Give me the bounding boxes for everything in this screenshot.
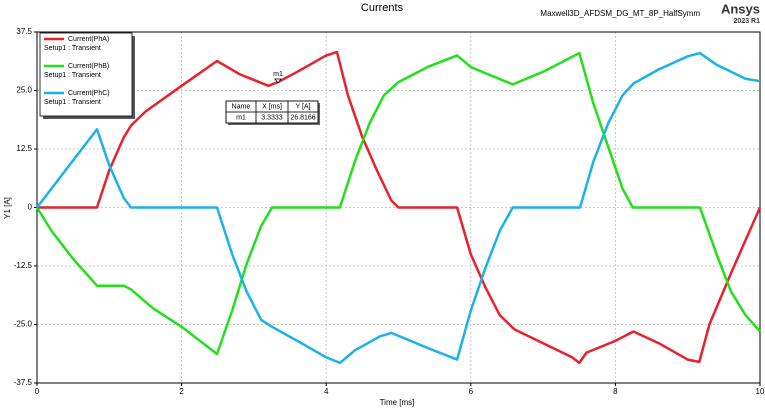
x-tick-label: 2	[179, 387, 184, 396]
table-header: Name	[232, 103, 251, 110]
brand: Ansys	[721, 1, 760, 16]
legend-subtitle: Setup1 : Transient	[44, 45, 101, 52]
y-tick-label: 25.0	[16, 86, 32, 95]
legend-label: Current(PhC)	[68, 90, 110, 97]
y-tick-label: -12.5	[14, 261, 33, 270]
x-tick-label: 4	[324, 387, 329, 396]
table-value: 3.3333	[261, 114, 283, 121]
legend	[39, 32, 133, 117]
legend-label: Current(PhA)	[68, 36, 109, 43]
y-tick-label: -37.5	[14, 378, 33, 387]
legend-label: Current(PhB)	[68, 63, 109, 70]
version: 2023 R1	[734, 18, 761, 25]
y-tick-label: 12.5	[16, 144, 32, 153]
x-tick-label: 6	[469, 387, 474, 396]
table-value: 26.8166	[290, 114, 315, 121]
table-header: Y [A]	[295, 103, 310, 110]
chart-title: Currents	[361, 2, 404, 14]
marker	[274, 78, 282, 84]
series-line	[35, 51, 761, 356]
table-value: m1	[236, 114, 246, 121]
project-name: Maxwell3D_AFDSM_DG_MT_8P_HalfSymm	[540, 9, 700, 18]
legend-subtitle: Setup1 : Transient	[44, 72, 101, 79]
series-line	[37, 50, 762, 365]
x-tick-label: 0	[35, 387, 40, 396]
table-cell	[287, 111, 319, 124]
table-header: X [ms]	[262, 103, 282, 110]
y-axis-label: Y1 [A]	[3, 197, 12, 219]
legend-subtitle: Setup1 : Transient	[44, 99, 101, 106]
x-axis-label: Time [ms]	[380, 398, 415, 407]
y-tick-label: 0	[28, 203, 33, 212]
x-tick-label: 10	[756, 387, 765, 396]
y-tick-label: 37.5	[16, 27, 32, 36]
marker-label: m1	[273, 71, 283, 78]
y-tick-label: -25.0	[14, 320, 33, 329]
x-tick-label: 8	[613, 387, 618, 396]
series-line	[36, 51, 761, 365]
